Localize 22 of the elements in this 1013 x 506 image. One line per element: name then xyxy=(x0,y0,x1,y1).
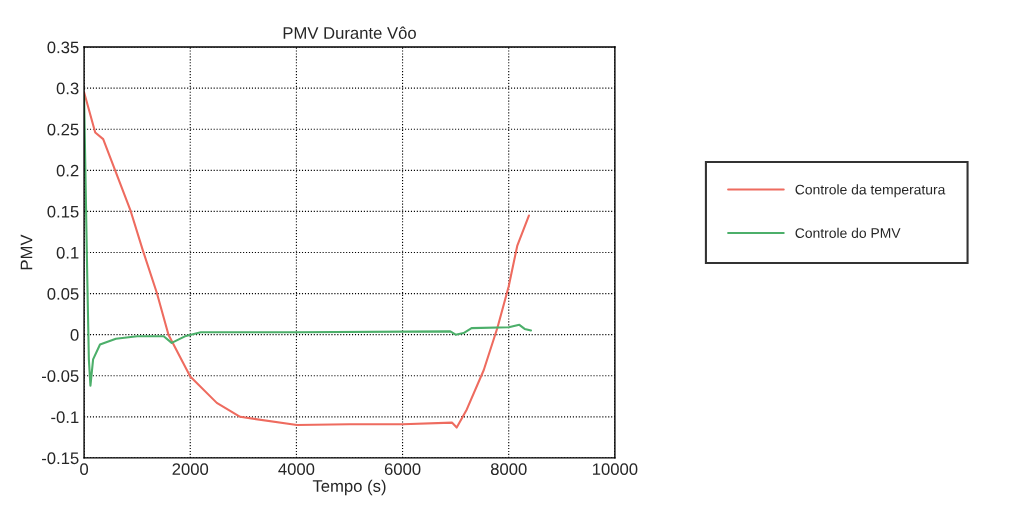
y-tick-label: -0.1 xyxy=(51,411,79,424)
x-tick-label: 4000 xyxy=(278,463,315,476)
y-tick-label: 0.35 xyxy=(47,41,79,54)
y-tick-label: 0.25 xyxy=(47,123,79,136)
x-tick-label: 2000 xyxy=(172,463,209,476)
y-tick-label: 0.3 xyxy=(56,82,79,95)
y-tick-label: 0.2 xyxy=(56,164,79,177)
y-tick-label: 0.05 xyxy=(47,287,79,300)
y-tick-label: 0.1 xyxy=(56,246,79,259)
x-tick-label: 0 xyxy=(80,463,89,476)
legend-label: Controle do PMV xyxy=(795,227,901,238)
y-tick-label: -0.05 xyxy=(41,370,79,382)
y-axis-title: PMV xyxy=(20,234,33,270)
y-tick-label: -0.15 xyxy=(41,452,79,465)
x-tick-label: 8000 xyxy=(490,463,527,476)
x-axis-title: Tempo (s) xyxy=(312,479,386,496)
y-tick-label: 0.15 xyxy=(47,205,79,218)
chart-title: PMV Durante Vôo xyxy=(283,26,416,39)
x-tick-label: 6000 xyxy=(384,463,421,476)
x-tick-label: 10000 xyxy=(592,463,638,476)
legend-label: Controle da temperatura xyxy=(795,184,946,198)
y-tick-label: 0 xyxy=(70,329,79,341)
